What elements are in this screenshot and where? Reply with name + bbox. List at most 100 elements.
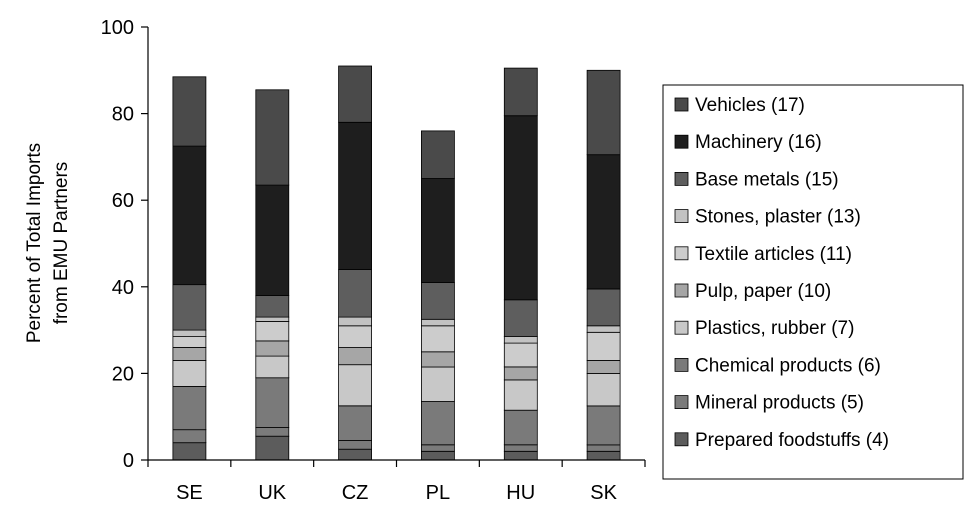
bar-segment-uk-3 [255, 377, 290, 428]
bar-segment-hu-6 [503, 342, 538, 368]
bar-segment-sk-2 [586, 444, 621, 452]
bar-segment-cz-7 [338, 316, 373, 327]
bar-segment-cz-10 [338, 65, 373, 123]
y-axis-title: Percent of Total Imports from EMU Partner… [24, 143, 72, 343]
bar-segment-uk-2 [255, 427, 290, 437]
legend-swatch-3 [674, 357, 689, 372]
bar-segment-se-10 [172, 76, 207, 147]
bar-segment-uk-9 [255, 184, 290, 296]
bar-segment-sk-8 [586, 288, 621, 327]
bar-segment-pl-2 [420, 444, 455, 452]
legend-label-6: Textile articles (11) [695, 244, 852, 265]
legend-swatch-6 [674, 246, 689, 261]
bar-segment-pl-1 [420, 450, 455, 461]
legend-swatch-9 [674, 134, 689, 149]
bar-segment-uk-7 [255, 316, 290, 322]
bar-segment-hu-5 [503, 366, 538, 381]
bar-segment-pl-9 [420, 178, 455, 283]
bar-segment-se-4 [172, 359, 207, 387]
legend-swatch-4 [674, 320, 689, 335]
legend-label-7: Stones, plaster (13) [695, 207, 861, 228]
bar-segment-cz-8 [338, 269, 373, 318]
bar-segment-uk-1 [255, 435, 290, 461]
x-tick-label-uk: UK [258, 482, 286, 504]
bar-segment-hu-8 [503, 299, 538, 337]
y-tick-label-60: 60 [112, 190, 134, 212]
bar-segment-hu-4 [503, 379, 538, 411]
x-tick-label-cz: CZ [342, 482, 369, 504]
bar-segment-sk-6 [586, 331, 621, 361]
x-tick-label-sk: SK [590, 482, 617, 504]
bar-segment-cz-5 [338, 346, 373, 366]
bar-segment-se-9 [172, 145, 207, 286]
bar-segment-uk-10 [255, 89, 290, 186]
legend: Vehicles (17) Machinery (16) Base metals (… [662, 84, 964, 480]
bar-segment-cz-6 [338, 325, 373, 348]
bar-segment-sk-7 [586, 325, 621, 333]
legend-label-4: Plastics, rubber (7) [695, 318, 854, 339]
y-axis-title-line-2: from EMU Partners [51, 162, 72, 325]
bar-segment-pl-6 [420, 325, 455, 353]
bar-segment-cz-3 [338, 405, 373, 441]
axes: 0 20 40 60 80 100 SE UK CZ PL HU SK [101, 17, 646, 504]
legend-label-2: Mineral products (5) [695, 393, 864, 414]
bar-segment-se-1 [172, 442, 207, 461]
x-tick-label-hu: HU [506, 482, 535, 504]
bar-segment-uk-4 [255, 355, 290, 379]
bar-segment-hu-9 [503, 115, 538, 301]
legend-label-5: Pulp, paper (10) [695, 281, 831, 302]
legend-label-8: Base metals (15) [695, 169, 839, 190]
bar-segment-uk-8 [255, 295, 290, 318]
legend-label-10: Vehicles (17) [695, 95, 805, 116]
bar-segment-uk-5 [255, 340, 290, 357]
bar-segment-pl-4 [420, 366, 455, 402]
y-tick-label-40: 40 [112, 277, 134, 299]
bar-segment-se-7 [172, 329, 207, 338]
bar-segment-hu-3 [503, 409, 538, 446]
legend-label-1: Prepared foodstuffs (4) [695, 430, 889, 451]
bar-segment-sk-3 [586, 405, 621, 446]
bar-segment-pl-5 [420, 351, 455, 368]
bar-segment-hu-2 [503, 444, 538, 452]
bar-segment-se-8 [172, 284, 207, 331]
bar-segment-se-6 [172, 336, 207, 348]
bar-segment-hu-10 [503, 67, 538, 117]
legend-box [662, 84, 964, 480]
bar-segment-cz-4 [338, 364, 373, 407]
bar-segment-sk-4 [586, 372, 621, 407]
legend-swatch-10 [674, 97, 689, 112]
bar-segment-sk-5 [586, 359, 621, 374]
legend-label-9: Machinery (16) [695, 132, 822, 153]
bar-segment-sk-10 [586, 69, 621, 156]
bar-segment-sk-1 [586, 450, 621, 461]
legend-swatch-8 [674, 171, 689, 186]
y-tick-label-80: 80 [112, 104, 134, 126]
legend-swatch-7 [674, 209, 689, 224]
bar-segment-se-3 [172, 385, 207, 431]
bar-segment-cz-9 [338, 121, 373, 270]
bar-segment-hu-7 [503, 336, 538, 344]
bar-segment-cz-1 [338, 448, 373, 461]
y-tick-label-20: 20 [112, 363, 134, 385]
bar-segment-hu-1 [503, 450, 538, 461]
x-tick-label-se: SE [176, 482, 203, 504]
legend-label-3: Chemical products (6) [695, 355, 881, 376]
x-tick-label-pl: PL [426, 482, 450, 504]
y-axis-title-line-1: Percent of Total Imports [24, 143, 45, 343]
bar-segment-pl-8 [420, 282, 455, 320]
bar-segment-sk-9 [586, 154, 621, 290]
bar-segment-cz-2 [338, 440, 373, 450]
bar-segment-pl-3 [420, 401, 455, 446]
legend-swatch-1 [674, 432, 689, 447]
y-tick-label-100: 100 [101, 17, 134, 39]
y-tick-label-0: 0 [123, 450, 134, 472]
legend-swatch-5 [674, 283, 689, 298]
bar-segment-pl-10 [420, 130, 455, 179]
bar-segment-pl-7 [420, 318, 455, 327]
bar-segment-se-5 [172, 346, 207, 361]
legend-swatch-2 [674, 395, 689, 410]
bar-segment-se-2 [172, 429, 207, 444]
bar-segment-uk-6 [255, 320, 290, 342]
